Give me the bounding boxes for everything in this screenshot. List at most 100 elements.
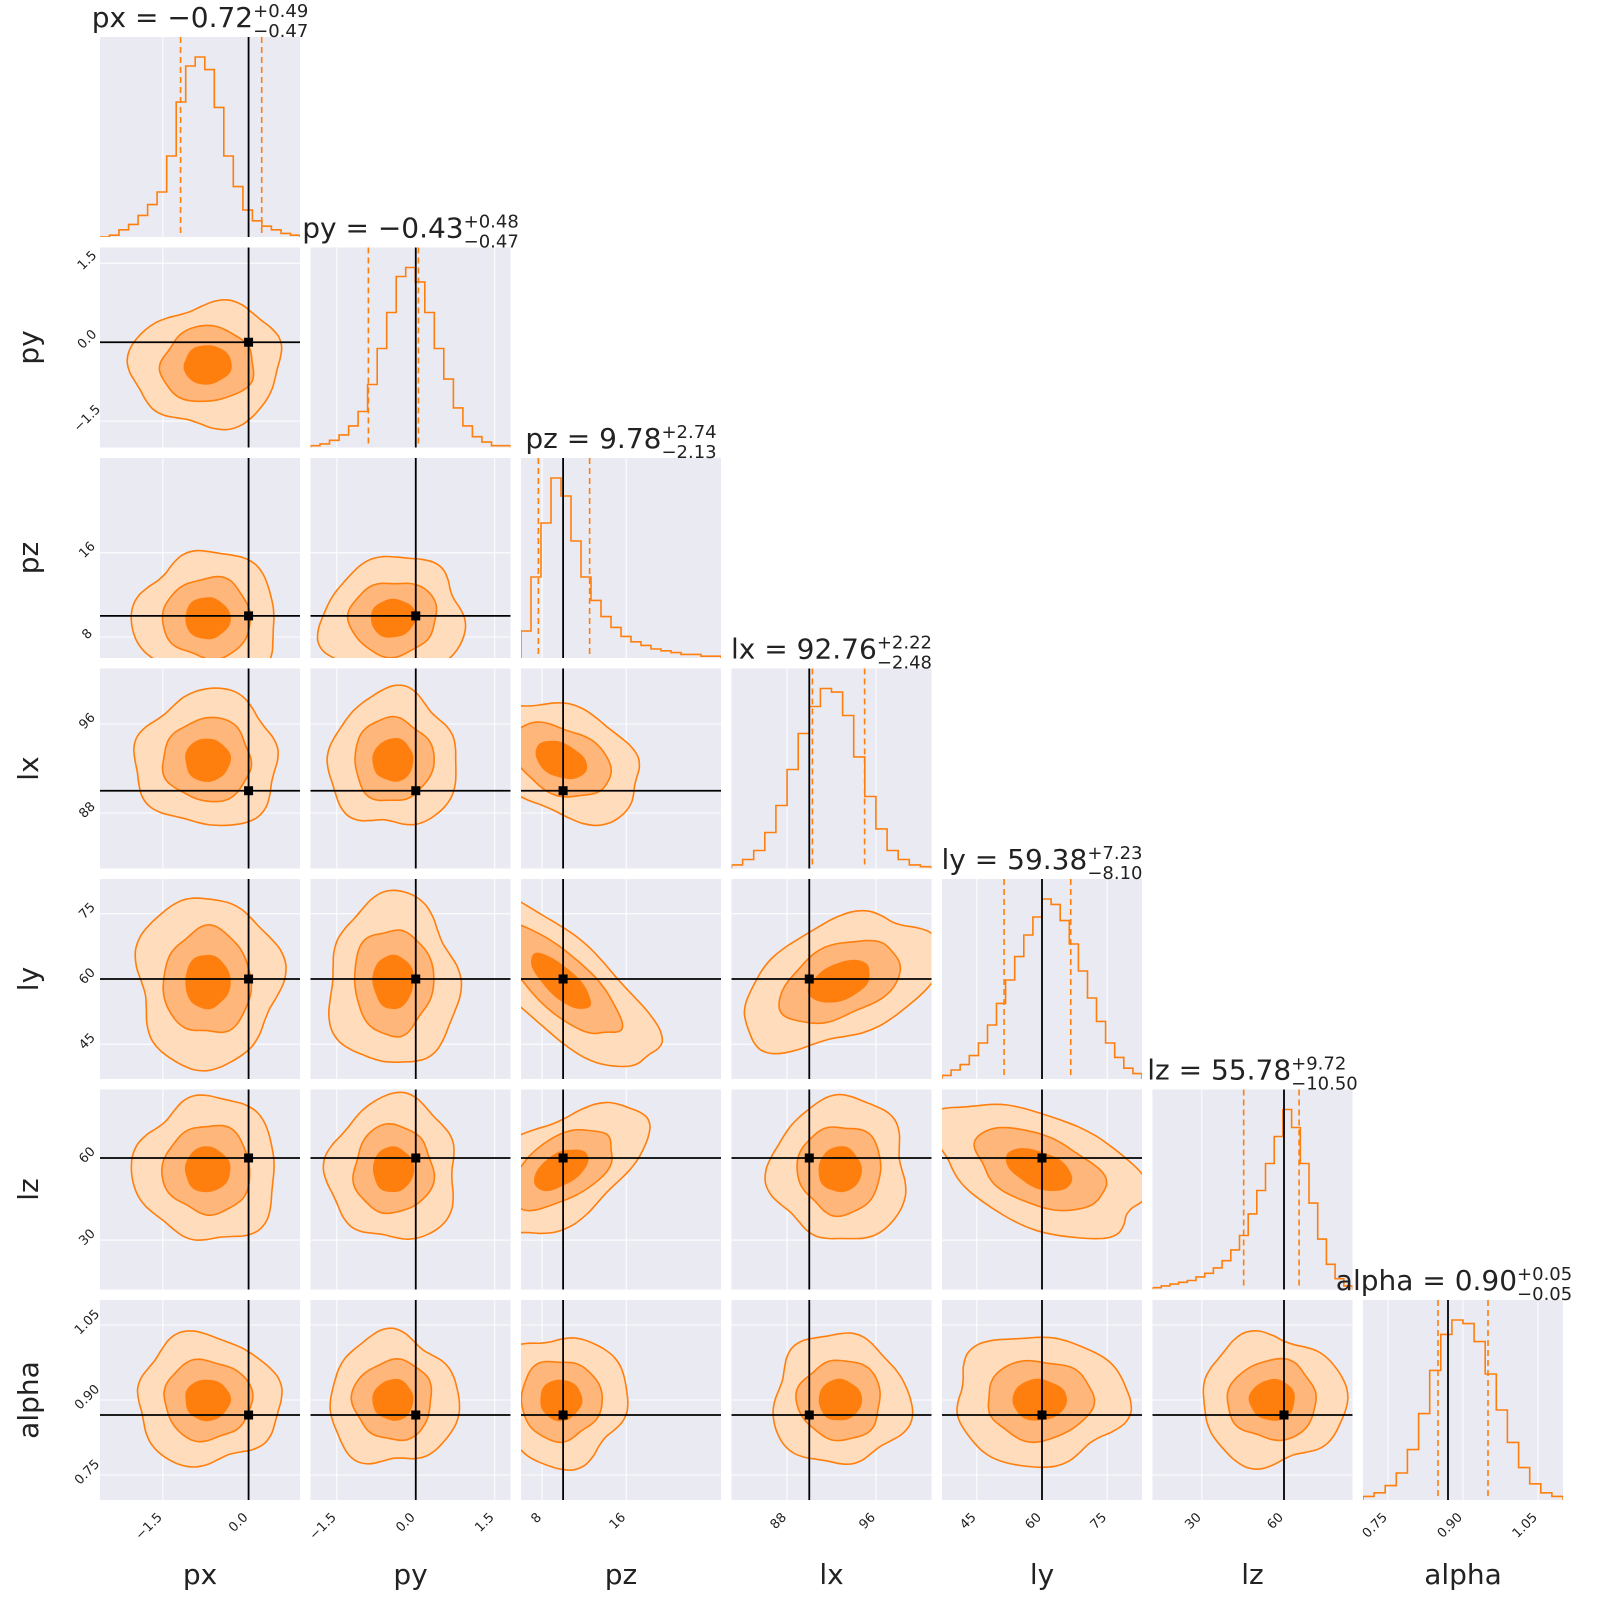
panel-pz-lz <box>521 1089 721 1290</box>
truth-marker <box>558 1410 568 1420</box>
truth-marker <box>804 1410 814 1420</box>
contour-inner <box>1012 1378 1068 1421</box>
title-pz: pz = 9.78+2.74 −2.13 <box>525 422 716 463</box>
y-tick-label: 45 <box>76 1031 98 1053</box>
x-tick-label: 16 <box>607 1510 629 1532</box>
panel-lz-alpha: 30 60 <box>1152 1300 1353 1533</box>
panel-py-pz <box>310 458 511 658</box>
panel-pz-pz <box>521 458 721 658</box>
x-tick-label: 0.75 <box>1360 1510 1391 1541</box>
title-plus: +0.49 <box>253 1 308 22</box>
truth-marker <box>1279 1410 1289 1420</box>
x-tick-label: 45 <box>957 1510 979 1532</box>
x-tick-label: −1.5 <box>307 1510 340 1543</box>
x-tick-label: 88 <box>768 1510 790 1532</box>
y-tick-label: 0.90 <box>72 1382 103 1413</box>
histogram-alpha <box>1363 1319 1563 1500</box>
panel-px-px <box>100 37 300 237</box>
title-label: py = <box>302 212 378 245</box>
title-median: 9.78 <box>599 422 661 455</box>
truth-marker <box>558 786 568 796</box>
y-tick-label: 60 <box>76 1144 98 1166</box>
x-axis-label-px: px <box>183 1558 217 1591</box>
panel-lz-lz <box>1152 1089 1353 1290</box>
contour-inner <box>1005 1148 1073 1192</box>
truth-marker <box>244 611 254 621</box>
panel-lx-lz <box>731 1089 932 1290</box>
title-minus: −2.13 <box>661 442 716 463</box>
x-axis-label-py: py <box>393 1558 427 1591</box>
y-axis-label-alpha: alpha <box>12 1361 45 1439</box>
panel-lx-alpha: 88 96 <box>731 1300 932 1533</box>
truth-marker <box>804 974 814 984</box>
truth-marker <box>1037 1410 1047 1420</box>
title-label: alpha = <box>1336 1264 1455 1297</box>
title-plus: +0.48 <box>464 212 519 233</box>
panel-py-lz <box>310 1089 511 1290</box>
title-minus: −2.48 <box>877 653 932 674</box>
x-axis-label-lx: lx <box>819 1558 843 1591</box>
panel-pz-ly <box>521 879 721 1079</box>
title-minus: −8.10 <box>1087 863 1142 884</box>
contour-inner <box>185 1379 232 1422</box>
title-py: py = −0.43+0.48 −0.47 <box>302 212 519 253</box>
x-axis-label-alpha: alpha <box>1424 1558 1502 1591</box>
y-tick-label: 60 <box>76 965 98 987</box>
x-tick-label: 0.0 <box>226 1510 251 1535</box>
title-minus: −0.47 <box>253 21 308 42</box>
truth-marker <box>411 611 421 621</box>
title-minus: −0.47 <box>464 232 519 253</box>
contour-inner <box>183 345 232 385</box>
panel-px-lz: 30 60 <box>76 1089 300 1290</box>
truth-marker <box>244 786 254 796</box>
truth-marker <box>244 1153 254 1163</box>
panel-px-pz: 8 16 <box>76 458 300 658</box>
contour-inner <box>372 954 414 1010</box>
x-tick-label: −1.5 <box>133 1510 166 1543</box>
title-px: px = −0.72+0.49 −0.47 <box>92 1 309 42</box>
contour-inner <box>540 1379 583 1422</box>
panel-pz-alpha: 8 16 <box>521 1300 721 1533</box>
x-tick-label: 8 <box>528 1510 544 1526</box>
panel-pz-lx <box>521 668 721 869</box>
histogram-lz <box>1152 1108 1353 1290</box>
panel-ly-lz <box>942 1089 1142 1290</box>
panel-background <box>310 247 511 448</box>
x-axis-label-lz: lz <box>1241 1558 1263 1591</box>
histogram-px <box>100 56 300 237</box>
title-median: 92.76 <box>797 633 877 666</box>
contour-inner <box>534 1149 589 1192</box>
x-tick-label: 60 <box>1265 1510 1287 1532</box>
y-tick-label: 1.5 <box>75 248 100 273</box>
panel-background <box>1152 1089 1353 1290</box>
title-label: px = <box>92 1 168 34</box>
title-median: 0.90 <box>1455 1264 1517 1297</box>
panel-background <box>521 458 721 658</box>
x-tick-label: 0.0 <box>393 1510 418 1535</box>
x-tick-label: 1.05 <box>1510 1510 1541 1541</box>
y-tick-label: 30 <box>76 1227 98 1249</box>
y-tick-label: 88 <box>76 799 98 821</box>
title-plus: +2.74 <box>661 422 716 443</box>
y-tick-label: 1.05 <box>72 1307 103 1338</box>
panel-background <box>100 37 300 237</box>
x-axis-label-pz: pz <box>605 1558 637 1591</box>
x-tick-label: 0.90 <box>1435 1510 1466 1541</box>
title-label: ly = <box>942 843 1008 876</box>
y-tick-label: 75 <box>76 900 98 922</box>
truth-marker <box>244 1410 254 1420</box>
y-axis-label-lx: lx <box>12 756 45 780</box>
title-lz: lz = 55.78+9.72 −10.50 <box>1147 1054 1358 1095</box>
title-median: 55.78 <box>1211 1054 1291 1087</box>
panel-px-py: −1.5 0.0 1.5 <box>71 247 300 448</box>
title-median: 59.38 <box>1007 843 1087 876</box>
contour-inner <box>185 954 231 1010</box>
title-plus: +9.72 <box>1291 1054 1346 1075</box>
truth-marker <box>558 1153 568 1163</box>
contour-inner <box>372 737 414 782</box>
panel-px-lx: 88 96 <box>76 668 300 869</box>
histogram-py <box>310 266 511 448</box>
y-tick-label: 0.75 <box>72 1457 103 1488</box>
panel-py-lx <box>310 668 511 869</box>
panel-py-alpha: −1.5 0.0 1.5 <box>307 1300 511 1543</box>
